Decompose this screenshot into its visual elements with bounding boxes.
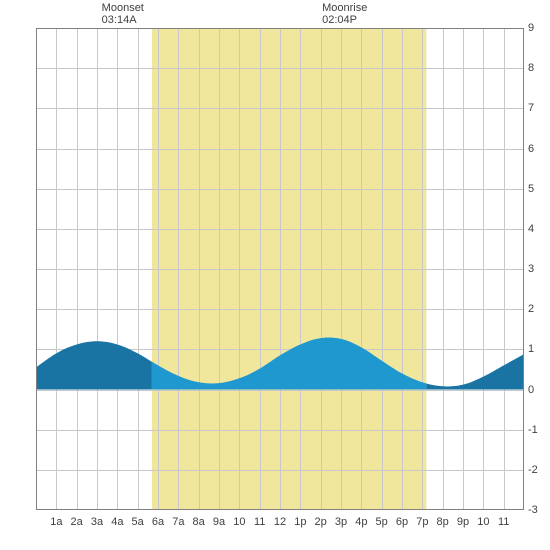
y-tick-label: 4 (528, 223, 542, 235)
x-tick-label: 12 (274, 516, 286, 528)
y-tick-label: 2 (528, 303, 542, 315)
x-tick-label: 2p (315, 516, 327, 528)
chart-canvas (36, 28, 524, 510)
moonrise-time: 02:04P (322, 14, 367, 26)
y-tick-label: -3 (528, 504, 542, 516)
x-tick-label: 6p (396, 516, 408, 528)
x-tick-label: 10 (233, 516, 245, 528)
x-tick-label: 11 (254, 516, 265, 528)
y-tick-label: 7 (528, 102, 542, 114)
x-tick-label: 9p (457, 516, 469, 528)
x-tick-label: 7a (172, 516, 184, 528)
x-tick-label: 10 (477, 516, 489, 528)
moonrise-title: Moonrise (322, 2, 367, 14)
y-tick-label: 1 (528, 343, 542, 355)
y-tick-label: -2 (528, 464, 542, 476)
x-tick-label: 3p (335, 516, 347, 528)
x-tick-label: 8p (437, 516, 449, 528)
y-tick-label: -1 (528, 424, 542, 436)
x-tick-label: 6a (152, 516, 164, 528)
x-tick-label: 4a (111, 516, 123, 528)
y-tick-label: 8 (528, 62, 542, 74)
y-tick-label: 6 (528, 143, 542, 155)
moonset-label: Moonset03:14A (102, 2, 144, 26)
tide-chart: 1a2a3a4a5a6a7a8a9a1011121p2p3p4p5p6p7p8p… (36, 28, 524, 510)
x-tick-label: 9a (213, 516, 225, 528)
x-tick-label: 11 (498, 516, 509, 528)
y-tick-label: 5 (528, 183, 542, 195)
x-tick-label: 5p (376, 516, 388, 528)
x-tick-label: 7p (416, 516, 428, 528)
x-tick-label: 3a (91, 516, 103, 528)
moonset-title: Moonset (102, 2, 144, 14)
x-tick-label: 1a (50, 516, 62, 528)
moonset-time: 03:14A (102, 14, 144, 26)
y-tick-label: 3 (528, 263, 542, 275)
x-tick-label: 4p (355, 516, 367, 528)
x-tick-label: 5a (132, 516, 144, 528)
x-tick-label: 8a (193, 516, 205, 528)
moonrise-label: Moonrise02:04P (322, 2, 367, 26)
y-tick-label: 0 (528, 384, 542, 396)
y-tick-label: 9 (528, 22, 542, 34)
x-tick-label: 1p (294, 516, 306, 528)
x-tick-label: 2a (71, 516, 83, 528)
